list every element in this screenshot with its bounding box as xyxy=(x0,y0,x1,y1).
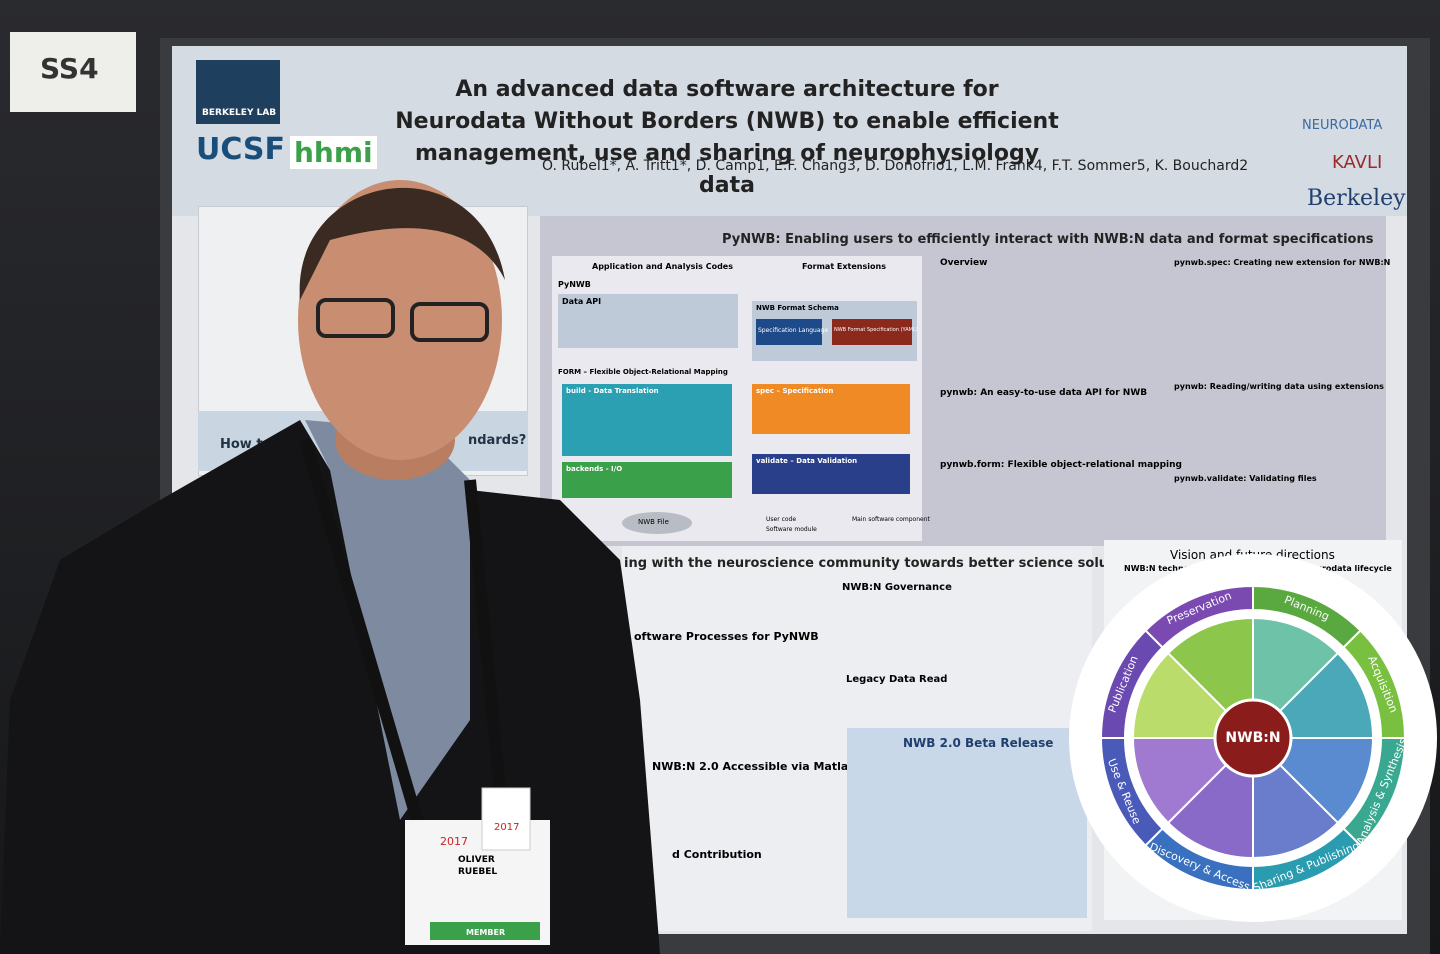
validate-box: validate – Data Validation xyxy=(752,454,910,494)
diagram-label: backends - I/O xyxy=(566,465,623,473)
diagram-label: Format Extensions xyxy=(802,262,886,271)
wheel-ring xyxy=(1099,629,1164,739)
section-heading: pynwb: An easy-to-use data API for NWB xyxy=(940,388,1148,398)
shirt xyxy=(305,420,470,820)
diagram-label: Application and Analysis Codes xyxy=(592,262,733,271)
badge-text: RUEBEL xyxy=(458,867,497,877)
logo-text: NEURODATA xyxy=(1302,118,1383,133)
diagram-label: PyNWB xyxy=(558,280,591,289)
diagram-label: FORM – Flexible Object-Relational Mappin… xyxy=(558,368,728,376)
backends-box: backends - I/O xyxy=(562,462,732,498)
logo-text: BERKELEY LAB xyxy=(202,108,277,118)
community-panel: ing with the neuroscience community towa… xyxy=(622,546,1145,931)
sign-text: SS4 xyxy=(40,52,99,85)
section-heading: pynwb.spec: Creating new extension for N… xyxy=(1174,258,1391,267)
legend-label: User code xyxy=(766,516,797,523)
badge-text: OLIVER xyxy=(458,855,495,865)
diagram-label: spec – Specification xyxy=(756,387,834,395)
badge-tab xyxy=(481,787,531,851)
section-heading: pynwb.form: Flexible object-relational m… xyxy=(940,460,1182,470)
section-heading: pynwb: Reading/writing data using extens… xyxy=(1174,382,1384,391)
diagram-label: Data API xyxy=(562,297,602,306)
sign: SS4 xyxy=(10,32,136,112)
glasses xyxy=(410,302,489,342)
schema-box: NWB Format Schema Specification Language… xyxy=(752,301,918,361)
spec-language-box: Specification Language xyxy=(756,319,828,345)
format-spec-box: NWB Format Specification (YAML) xyxy=(832,319,918,345)
logo-text: KAVLI xyxy=(1332,152,1383,173)
section-heading: pynwb.validate: Validating files xyxy=(1174,474,1317,483)
diagram-label: NWB Format Specification (YAML) xyxy=(834,327,918,333)
badge-text: MEMBER xyxy=(466,928,505,937)
section-heading: NWB:N 2.0 Accessible via Matlab xyxy=(652,760,857,773)
badge-text: 2017 xyxy=(494,822,519,833)
diagram-label: build - Data Translation xyxy=(566,387,659,395)
data-api-box: Data API xyxy=(558,294,738,348)
panel-title: ing with the neuroscience community towa… xyxy=(624,556,1145,571)
beta-box: NWB 2.0 Beta Release xyxy=(847,728,1087,918)
section-heading: NWB:N Governance xyxy=(842,582,952,593)
poster-title: An advanced data software architecture f… xyxy=(395,77,1059,198)
poster-authors: O. Rübel1*, A. Tritt1*, D. Camp1, E.F. C… xyxy=(542,158,1249,174)
lanyard xyxy=(299,438,506,832)
diagram-label: NWB Format Schema xyxy=(756,304,839,312)
logo-text: UCSF xyxy=(196,132,286,167)
logo-text: Berkeley xyxy=(1307,186,1406,211)
pynwb-panel: PyNWB: Enabling users to efficiently int… xyxy=(540,216,1390,546)
left-heading: ndards? xyxy=(468,433,527,448)
diagram: Application and Analysis Codes Format Ex… xyxy=(552,256,930,541)
glasses xyxy=(316,298,395,338)
badge-text: 2017 xyxy=(440,835,468,848)
section-heading: Overview xyxy=(940,258,988,268)
panel-title: PyNWB: Enabling users to efficiently int… xyxy=(722,232,1374,247)
build-box: build - Data Translation xyxy=(562,384,732,456)
jacket xyxy=(0,420,660,954)
nwb-file: NWB File xyxy=(622,512,692,534)
section-heading: NWB 2.0 Beta Release xyxy=(903,736,1054,750)
section-heading: d Contribution xyxy=(672,848,762,861)
face xyxy=(298,180,502,460)
legend-label: Main software component xyxy=(852,516,930,523)
section-heading: Legacy Data Read xyxy=(846,674,948,685)
lifecycle-wheel: Preservation PlanningAcquisitionAnalysis … xyxy=(1069,554,1437,922)
legend-label: Software module xyxy=(766,526,817,533)
diagram-label: Specification Language xyxy=(758,327,829,334)
hair xyxy=(299,187,505,300)
logo-text: hhmi xyxy=(290,136,377,169)
wheel-center-label: NWB:N xyxy=(1225,730,1280,746)
badge-footer xyxy=(430,922,540,940)
berkeley-lab-logo: BERKELEY LAB xyxy=(196,60,280,124)
wheel-center xyxy=(1213,698,1293,778)
spec-box: spec – Specification xyxy=(752,384,910,434)
diagram-label: NWB File xyxy=(638,518,669,526)
diagram-label: validate – Data Validation xyxy=(756,457,858,465)
section-heading: oftware Processes for PyNWB xyxy=(634,630,819,643)
